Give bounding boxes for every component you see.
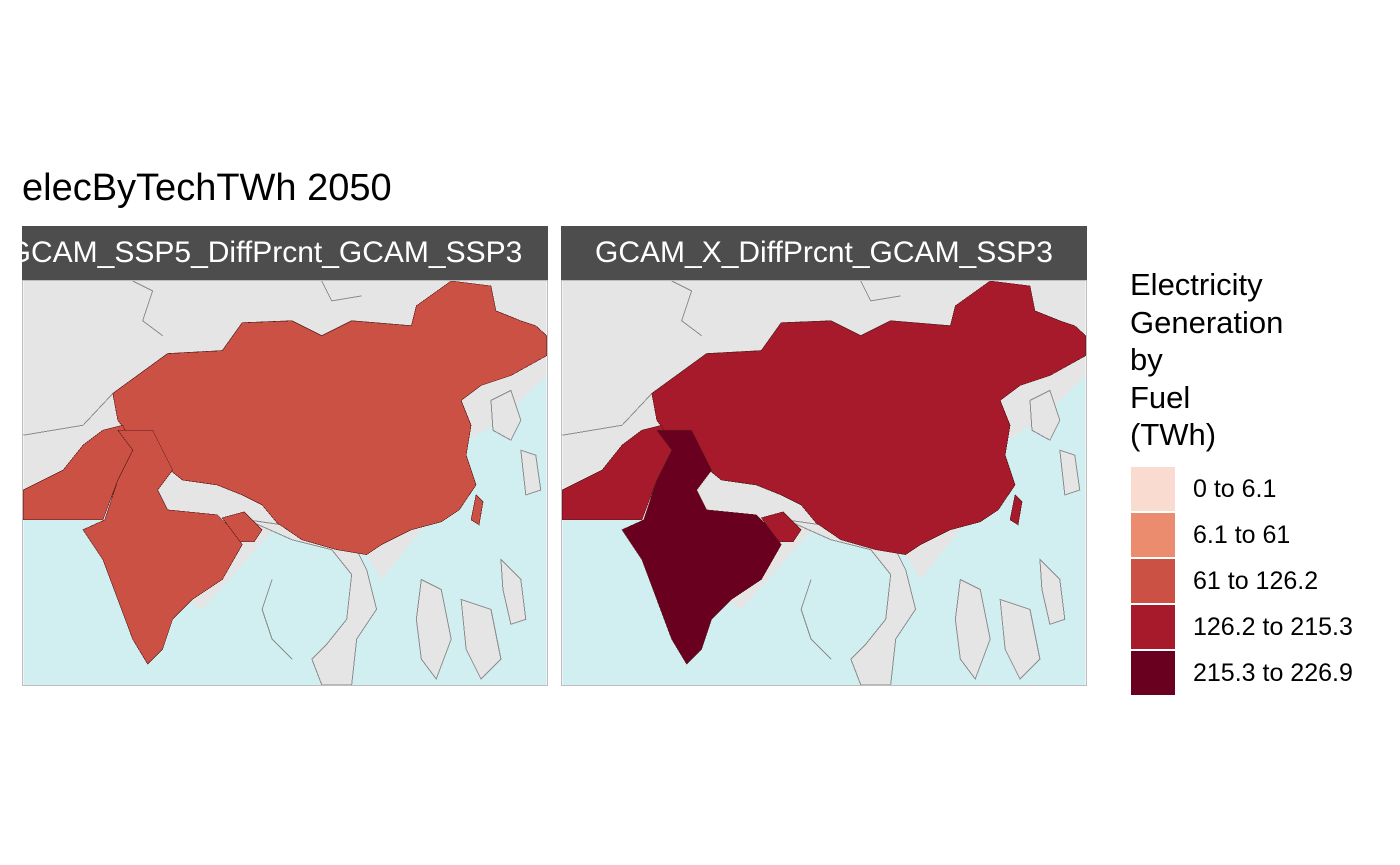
country-border — [800, 579, 832, 660]
legend-title-line: (TWh) — [1130, 417, 1217, 452]
facet-strip-2: GCAM_X_DiffPrcnt_GCAM_SSP3 — [561, 226, 1087, 280]
legend-item: 126.2 to 215.3 — [1130, 604, 1390, 650]
map-panel-2: GCAM_X_DiffPrcnt_GCAM_SSP3 — [561, 226, 1087, 686]
legend-label: 61 to 126.2 — [1193, 567, 1319, 595]
region-bangladesh — [760, 511, 802, 543]
map-area-2 — [561, 280, 1087, 686]
legend-label: 126.2 to 215.3 — [1193, 613, 1353, 641]
country-border — [860, 281, 901, 302]
map-area-1 — [22, 280, 548, 686]
map-panel-1: GCAM_SSP5_DiffPrcnt_GCAM_SSP3 — [22, 226, 548, 686]
legend-item: 61 to 126.2 — [1130, 558, 1390, 604]
map-svg — [562, 281, 1086, 685]
country-border — [671, 281, 702, 337]
legend-swatch — [1130, 512, 1176, 558]
map-svg — [23, 281, 547, 685]
country-border — [321, 281, 362, 302]
legend-item: 6.1 to 61 — [1130, 512, 1390, 558]
legend-swatch — [1130, 558, 1176, 604]
legend-title-line: Generation — [1130, 304, 1284, 340]
plot-title: elecByTechTWh 2050 — [22, 167, 392, 209]
country-border — [261, 579, 293, 660]
legend-title: Electricity Generation by Fuel (TWh) — [1130, 266, 1350, 454]
legend-label: 215.3 to 226.9 — [1193, 659, 1353, 687]
legend-item: 215.3 to 226.9 — [1130, 650, 1390, 696]
legend-swatch — [1130, 604, 1176, 650]
legend-item: 0 to 6.1 — [1130, 466, 1390, 512]
facet-label-2: GCAM_X_DiffPrcnt_GCAM_SSP3 — [595, 236, 1053, 269]
legend-title-line: by — [1130, 342, 1163, 377]
region-korea — [1029, 389, 1061, 441]
facet-label-1: GCAM_SSP5_DiffPrcnt_GCAM_SSP3 — [22, 236, 523, 269]
country-border — [23, 393, 114, 436]
country-border — [562, 393, 653, 436]
region-bangladesh — [221, 511, 263, 543]
region-islands — [415, 449, 542, 681]
country-border — [132, 281, 163, 337]
region-india — [82, 429, 243, 665]
legend: Electricity Generation by Fuel (TWh) 0 to 6.… — [1130, 266, 1353, 696]
region-india — [621, 429, 782, 665]
region-china — [112, 281, 547, 555]
legend-label: 0 to 6.1 — [1193, 475, 1277, 503]
region-korea — [490, 389, 522, 441]
legend-label: 6.1 to 61 — [1193, 521, 1291, 549]
legend-title-line: Electricity — [1130, 267, 1263, 302]
legend-title-line: Fuel — [1130, 379, 1191, 415]
facet-strip-1: GCAM_SSP5_DiffPrcnt_GCAM_SSP3 — [22, 226, 548, 280]
region-taiwan — [1009, 494, 1023, 526]
region-china — [651, 281, 1086, 555]
legend-swatch — [1130, 650, 1176, 696]
legend-swatch — [1130, 466, 1176, 512]
region-taiwan — [470, 494, 484, 526]
region-islands — [954, 449, 1081, 681]
